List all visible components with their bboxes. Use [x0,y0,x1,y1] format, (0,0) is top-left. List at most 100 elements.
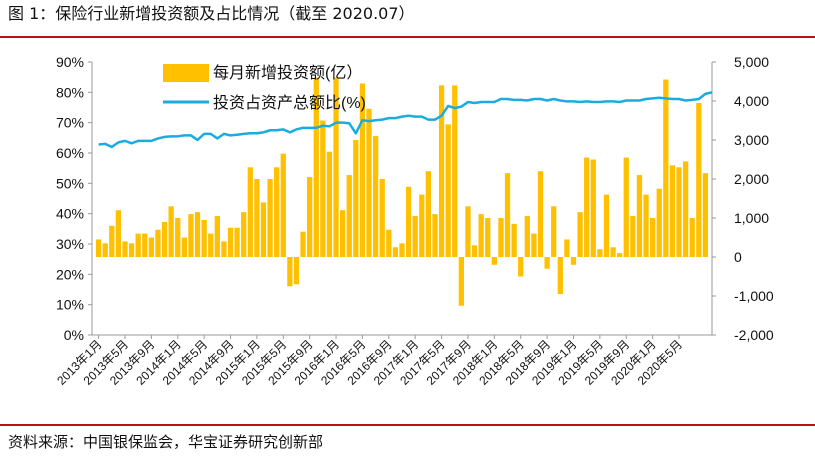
bar [511,223,517,257]
bar [551,206,557,257]
bar [128,243,135,257]
x-axis-ticks: 2013年1月2013年5月2013年9月2014年1月2014年5月2014年… [54,335,685,388]
bar [504,173,511,257]
bar [603,194,610,257]
bar [689,218,695,257]
bar [333,77,339,257]
top-rule [0,36,815,38]
bar [95,239,102,257]
right-tick-label: -2,000 [734,327,774,343]
left-tick-label: 50% [56,175,84,191]
bar [399,243,405,257]
bar [372,136,379,257]
bar [438,85,445,258]
left-tick-label: 70% [56,115,84,131]
bar [630,216,636,257]
bar [379,179,385,257]
bar [471,245,478,257]
bar [115,210,122,257]
bar [214,216,220,257]
line-series [98,91,713,149]
bar [610,247,616,257]
bar [656,188,662,257]
bar [161,221,168,257]
bar [135,233,141,257]
plot-frame [91,62,713,336]
bar [346,175,352,257]
bar [227,227,234,257]
bar [320,120,326,257]
bar [491,257,497,265]
bar [702,173,709,257]
bar [485,218,491,257]
bar [188,214,194,257]
bar [194,212,201,257]
right-tick-label: 2,000 [734,171,769,187]
bar [326,151,333,257]
left-tick-label: 0% [64,327,84,343]
bar [557,257,563,295]
bar-series [95,77,709,306]
bar [168,206,174,257]
bar [419,194,425,257]
bar [584,157,590,257]
bar [650,218,656,257]
bar [247,167,253,257]
bar [392,247,399,257]
bar [254,179,260,257]
bar [353,140,359,257]
bar [386,229,392,257]
left-tick-label: 30% [56,236,84,252]
bar [405,186,412,257]
bar [366,108,372,257]
right-tick-label: 3,000 [734,132,769,148]
bar [307,177,313,257]
right-tick-label: 0 [734,249,742,265]
bar [412,216,418,257]
line-path [98,91,713,149]
right-tick-label: 4,000 [734,93,769,109]
bar [287,257,293,287]
right-axis-ticks: 5,000 4,000 3,000 2,000 1,000 0 -1,000 -2,000 [712,54,774,343]
bar [313,77,319,257]
bar [241,212,247,257]
bar [537,171,544,257]
bar [682,161,689,257]
bar [452,85,458,258]
bar [340,210,346,257]
bar [425,171,432,257]
bar [234,227,240,257]
bar [432,214,438,257]
bar [663,79,669,257]
bar [221,241,227,257]
bar [498,218,504,257]
bar [155,229,161,257]
legend-bar-swatch [163,64,209,82]
bar [181,237,187,257]
bar [577,212,583,257]
left-tick-label: 80% [56,84,84,100]
bar [570,257,577,265]
bar [201,219,207,257]
bar [676,167,682,257]
right-tick-label: -1,000 [734,288,774,304]
right-tick-label: 1,000 [734,210,769,226]
bottom-rule [0,424,815,426]
bar [458,257,464,306]
bar [445,124,451,258]
bar [142,233,148,257]
bar [643,194,649,257]
bar [260,202,267,257]
figure-title: 图 1：保险行业新增投资额及占比情况（截至 2020.07） [8,4,415,23]
left-tick-label: 40% [56,206,84,222]
bar [148,237,154,257]
bar [597,249,603,257]
chart: 90% 80% 70% 60% 50% 40% 30% 20% 10% 0% 5,000 4,000… [54,54,774,388]
bar [636,175,643,257]
left-tick-label: 20% [56,266,84,282]
bar [518,257,524,277]
legend-line-label: 投资占资产总额比(%) [213,94,366,112]
bar [293,257,300,285]
right-tick-label: 5,000 [734,54,769,70]
bar [564,239,570,257]
